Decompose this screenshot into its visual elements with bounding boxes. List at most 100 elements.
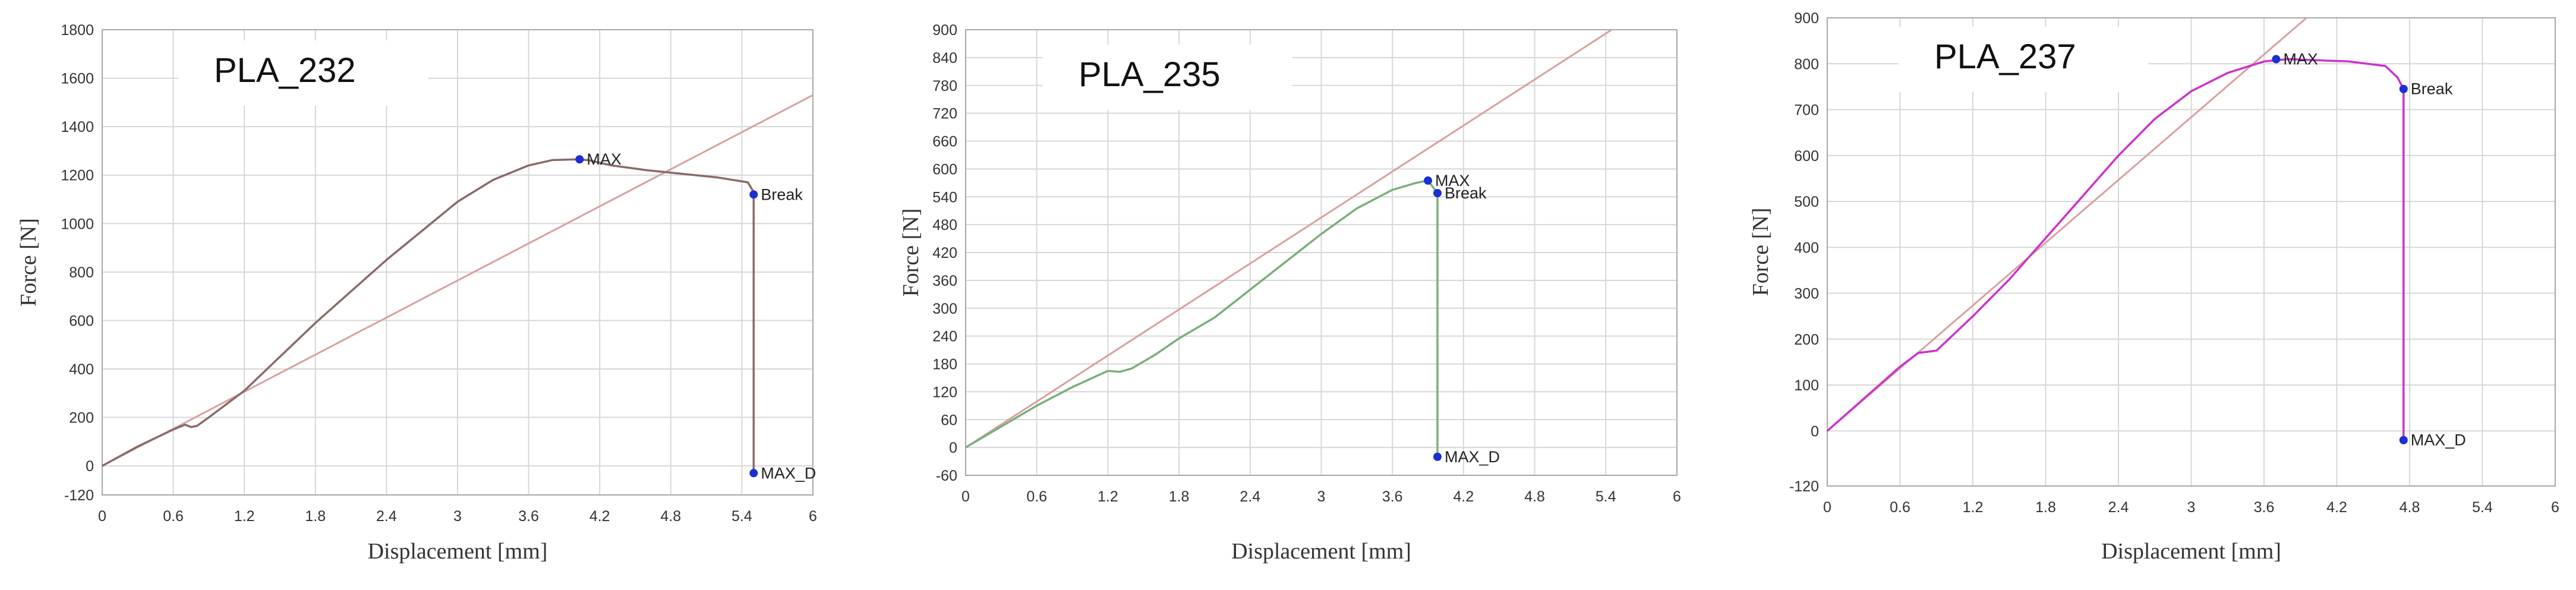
x-tick-label: 2.4 <box>376 508 397 525</box>
x-tick-label: 1.2 <box>1963 499 1984 516</box>
y-tick-label: 420 <box>932 245 957 261</box>
y-tick-label: 900 <box>932 22 957 39</box>
x-tick-label: 0.6 <box>1890 499 1910 516</box>
force-displacement-curve <box>1826 58 2405 440</box>
fit-line <box>966 30 1613 449</box>
annotation-point <box>2399 436 2408 444</box>
y-tick-label: 120 <box>932 384 957 400</box>
y-tick-label: 300 <box>1794 286 1819 302</box>
x-tick-label: 1.8 <box>305 508 326 525</box>
annotation-point <box>1433 189 1442 197</box>
force-displacement-curve <box>102 158 755 474</box>
annotation-label: MAX_D <box>2411 431 2466 449</box>
x-tick-label: 5.4 <box>2472 499 2493 516</box>
title-box <box>1043 45 1292 110</box>
y-tick-label: 400 <box>69 361 94 378</box>
y-axis-label: Force [N] <box>1748 208 1773 296</box>
y-tick-label: 180 <box>932 356 957 373</box>
x-tick-label: 3.6 <box>2254 499 2275 516</box>
y-tick-label: 360 <box>932 273 957 289</box>
plot-frame <box>102 29 814 496</box>
y-tick-label: 0 <box>949 440 957 456</box>
title-box <box>178 40 428 106</box>
annotation-label: MAX <box>1435 172 1470 190</box>
x-tick-label: 1.8 <box>1169 488 1190 505</box>
x-tick-label: 0 <box>1823 499 1831 516</box>
y-tick-label: 660 <box>932 134 957 150</box>
x-tick-label: 3 <box>453 508 462 525</box>
y-axis-label: Force [N] <box>16 218 41 307</box>
x-tick-label: 1.2 <box>234 508 255 525</box>
x-tick-label: 0 <box>961 488 970 505</box>
y-tick-label: 780 <box>932 78 957 94</box>
annotation-point <box>1433 452 1442 461</box>
y-tick-label: 1800 <box>61 22 94 39</box>
annotation-point <box>749 190 758 199</box>
plot-frame <box>1827 17 2556 487</box>
y-tick-label: 700 <box>1794 102 1819 119</box>
y-tick-label: 1400 <box>61 119 94 135</box>
annotation-label: MAX_D <box>1445 448 1500 466</box>
annotation-point <box>2272 55 2281 64</box>
x-tick-label: 3.6 <box>518 508 539 525</box>
fit-line <box>102 94 813 467</box>
annotation-point <box>749 469 758 478</box>
chart-title: PLA_237 <box>1934 37 2076 76</box>
x-tick-label: 2.4 <box>1240 488 1260 505</box>
y-tick-label: 100 <box>1794 377 1819 394</box>
x-tick-label: 3 <box>2187 499 2196 516</box>
y-tick-label: 480 <box>932 217 957 234</box>
y-tick-label: 200 <box>69 410 94 427</box>
y-tick-label: 720 <box>932 106 957 122</box>
y-tick-label: 400 <box>1794 239 1819 256</box>
x-axis-label: Displacement [mm] <box>2101 539 2281 564</box>
y-tick-label: -60 <box>936 468 957 484</box>
x-axis-label: Displacement [mm] <box>368 539 548 564</box>
y-tick-label: 300 <box>932 301 957 317</box>
annotation-point <box>2399 84 2408 93</box>
y-tick-label: 800 <box>1794 56 1819 72</box>
annotation-label: Break <box>2411 80 2453 98</box>
annotation-label: Break <box>761 185 803 203</box>
annotation-point <box>1424 176 1433 185</box>
x-tick-label: 4.2 <box>2326 499 2347 516</box>
y-tick-label: 500 <box>1794 194 1819 210</box>
y-tick-label: 600 <box>1794 148 1819 165</box>
y-tick-label: 1200 <box>61 168 94 184</box>
x-tick-label: 5.4 <box>1596 488 1616 505</box>
y-tick-label: 240 <box>932 329 957 345</box>
annotation-label: MAX <box>2283 51 2318 68</box>
annotation-label: Break <box>1445 184 1487 202</box>
y-tick-label: 900 <box>1794 10 1819 27</box>
y-tick-label: 0 <box>1811 423 1819 440</box>
y-tick-label: 200 <box>1794 332 1819 348</box>
y-tick-label: 540 <box>932 189 957 206</box>
x-tick-label: 6 <box>2551 499 2559 516</box>
y-tick-label: -120 <box>64 487 94 504</box>
x-tick-label: 1.8 <box>2035 499 2056 516</box>
y-tick-label: 800 <box>69 264 94 281</box>
x-tick-label: 4.2 <box>589 508 610 525</box>
title-box <box>1899 27 2148 92</box>
x-tick-label: 4.8 <box>660 508 681 525</box>
y-tick-label: 60 <box>941 412 957 428</box>
x-tick-label: 3 <box>1317 488 1326 505</box>
x-tick-label: 4.2 <box>1453 488 1474 505</box>
y-tick-label: 0 <box>86 458 94 475</box>
y-axis-label: Force [N] <box>898 209 923 297</box>
annotation-label: MAX_D <box>761 464 816 482</box>
x-tick-label: 6 <box>1673 488 1681 505</box>
y-tick-label: 1600 <box>61 71 94 87</box>
y-tick-label: 1000 <box>61 216 94 232</box>
x-axis-label: Displacement [mm] <box>1231 539 1411 564</box>
x-tick-label: 0.6 <box>163 508 184 525</box>
x-tick-label: 3.6 <box>1382 488 1403 505</box>
chart-title: PLA_235 <box>1079 55 1221 94</box>
x-tick-label: 4.8 <box>1524 488 1545 505</box>
annotation-point <box>575 155 584 164</box>
x-tick-label: 1.2 <box>1098 488 1118 505</box>
x-tick-label: 4.8 <box>2400 499 2420 516</box>
